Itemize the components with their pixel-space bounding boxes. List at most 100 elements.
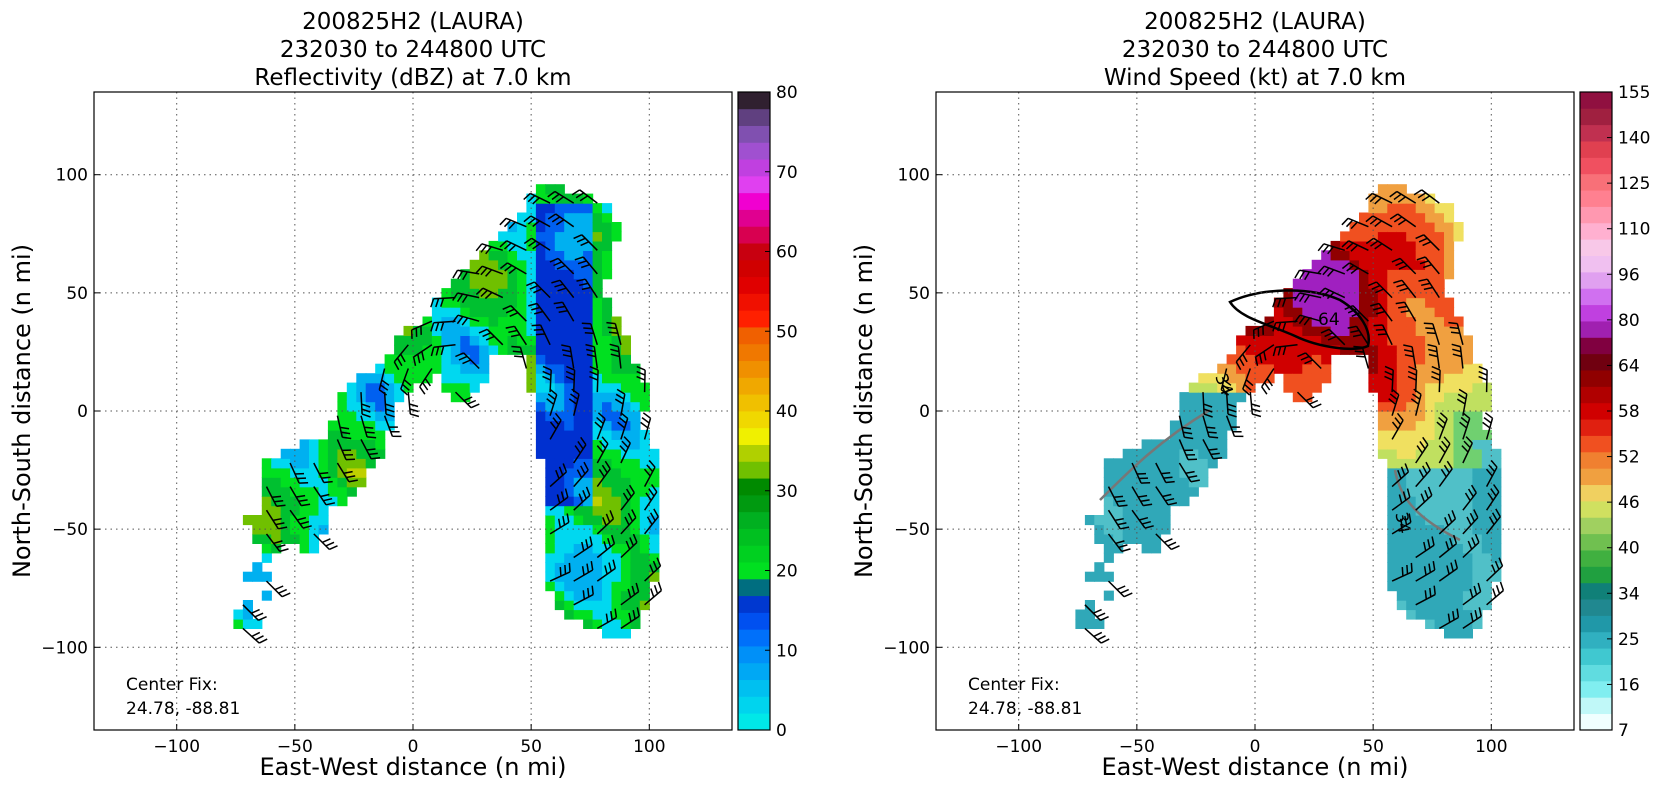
field-cell — [583, 467, 594, 478]
field-cell — [1387, 269, 1398, 280]
field-cell — [460, 288, 471, 299]
wind-barb — [452, 314, 480, 326]
field-cell — [573, 307, 584, 318]
field-cell — [554, 335, 565, 346]
x-tick-label: 100 — [633, 737, 665, 757]
field-cell — [554, 581, 565, 592]
field-cell — [290, 496, 301, 507]
field-cell — [1207, 439, 1218, 450]
field-cell — [1472, 618, 1483, 629]
field-cell — [460, 278, 471, 289]
colorbar-segment — [738, 713, 770, 731]
field-cell — [1396, 222, 1407, 233]
field-cell — [611, 618, 622, 629]
field-cell — [517, 344, 528, 355]
field-cell — [375, 373, 386, 384]
field-cell — [1273, 363, 1284, 374]
field-cell — [1122, 486, 1133, 497]
field-cell — [1462, 533, 1473, 544]
field-cell — [1359, 240, 1370, 251]
field-cell — [1226, 382, 1237, 393]
field-cell — [469, 354, 480, 365]
field-cell — [1255, 344, 1266, 355]
field-cell — [535, 269, 546, 280]
field-cell — [564, 581, 575, 592]
field-cell — [1453, 590, 1464, 601]
wind-barb — [1403, 344, 1417, 369]
field-cell — [1311, 335, 1322, 346]
field-cell — [1434, 222, 1445, 233]
field-cell — [1141, 515, 1152, 526]
wind-barb — [1456, 388, 1468, 416]
field-cell — [422, 354, 433, 365]
field-cell — [488, 278, 499, 289]
field-cell — [1340, 269, 1351, 280]
field-cell — [1396, 429, 1407, 440]
field-cell — [630, 590, 641, 601]
wind-barb — [336, 462, 358, 483]
field-cell — [1198, 477, 1209, 488]
field-cell — [1151, 505, 1162, 516]
field-cell — [592, 618, 603, 629]
wind-barb — [614, 388, 626, 416]
field-cell — [564, 429, 575, 440]
field-cell — [242, 600, 253, 611]
field-cell — [1396, 250, 1407, 261]
field-cell — [469, 307, 480, 318]
x-tick-label: −50 — [277, 737, 313, 757]
colorbar-tick-label: 50 — [776, 322, 798, 342]
wind-barb — [1155, 462, 1175, 484]
field-cell — [602, 496, 613, 507]
colorbar-segment — [1580, 500, 1612, 518]
wind-barb — [1107, 509, 1130, 530]
field-cell — [1472, 448, 1483, 459]
field-cell — [573, 515, 584, 526]
field-cell — [375, 401, 386, 412]
field-cell — [384, 401, 395, 412]
field-cell — [1453, 618, 1464, 629]
field-cell — [327, 458, 338, 469]
field-cell — [1481, 429, 1492, 440]
field-cell — [545, 515, 556, 526]
field-cell — [630, 543, 641, 554]
field-cell — [1387, 259, 1398, 270]
field-cell — [450, 288, 461, 299]
reflectivity-center-fix-value: 24.78, -88.81 — [126, 699, 240, 719]
field-cell — [1387, 477, 1398, 488]
field-cell — [488, 269, 499, 280]
field-cell — [1434, 363, 1445, 374]
field-cell — [346, 420, 357, 431]
field-cell — [564, 496, 575, 507]
field-cell — [649, 533, 660, 544]
field-cell — [1491, 533, 1502, 544]
field-cell — [1425, 429, 1436, 440]
field-cell — [1491, 448, 1502, 459]
field-cell — [602, 382, 613, 393]
field-cell — [1396, 505, 1407, 516]
field-cell — [1302, 297, 1313, 308]
field-cell — [261, 467, 272, 478]
field-cell — [1434, 231, 1445, 242]
field-cell — [290, 477, 301, 488]
field-cell — [1292, 382, 1303, 393]
field-cell — [1472, 477, 1483, 488]
field-cell — [1396, 344, 1407, 355]
field-cell — [1273, 325, 1284, 336]
wind-barb — [1486, 508, 1501, 535]
field-cell — [1340, 316, 1351, 327]
field-cell — [1169, 429, 1180, 440]
field-cell — [1406, 571, 1417, 582]
field-cell — [1273, 316, 1284, 327]
colorbar-segment — [738, 327, 770, 345]
field-cell — [1207, 411, 1218, 422]
field-cell — [375, 411, 386, 422]
field-cell — [1377, 439, 1388, 450]
field-cell — [498, 316, 509, 327]
field-cell — [545, 467, 556, 478]
field-cell — [1188, 401, 1199, 412]
field-cell — [1359, 335, 1370, 346]
field-cell — [630, 401, 641, 412]
reflectivity-title-line-2: 232030 to 244800 UTC — [280, 37, 546, 63]
field-cell — [469, 382, 480, 393]
field-cell — [602, 505, 613, 516]
